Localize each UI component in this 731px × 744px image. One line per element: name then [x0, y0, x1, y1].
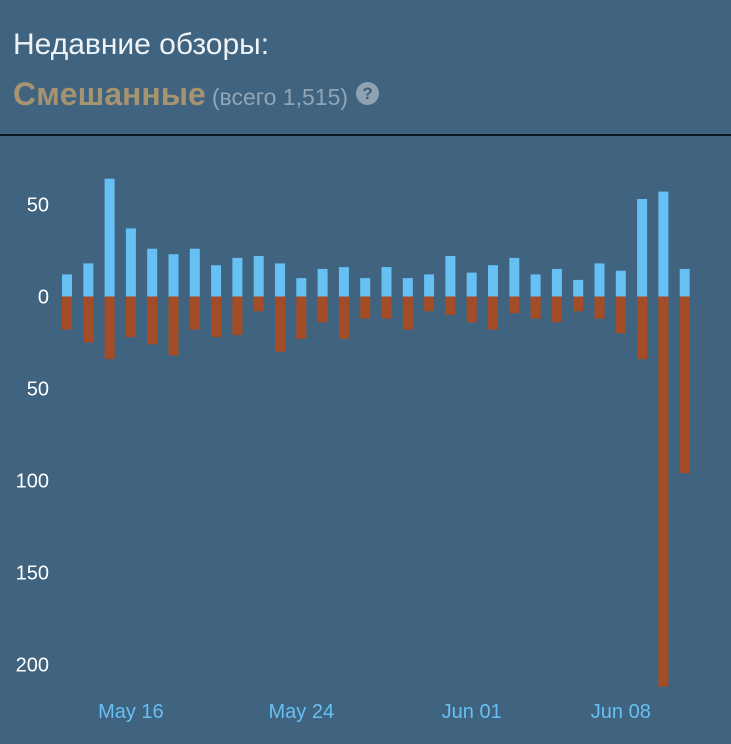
negative-review-bar[interactable] [466, 296, 477, 323]
positive-review-bar[interactable] [424, 274, 435, 297]
negative-review-bar[interactable] [338, 296, 349, 339]
negative-review-bar[interactable] [658, 296, 669, 687]
positive-review-bar[interactable] [381, 267, 392, 297]
positive-review-bar[interactable] [338, 267, 349, 297]
y-tick-label: 200 [16, 655, 49, 677]
positive-review-bar[interactable] [317, 268, 328, 297]
negative-review-bar[interactable] [147, 296, 158, 345]
x-tick-label: May 24 [269, 701, 335, 723]
positive-review-bar[interactable] [147, 248, 158, 297]
negative-review-bar[interactable] [360, 296, 371, 319]
negative-review-bar[interactable] [594, 296, 605, 319]
negative-review-bar[interactable] [275, 296, 285, 352]
positive-review-bar[interactable] [573, 279, 584, 297]
y-tick-label: 0 [38, 287, 49, 309]
review-count: (всего 1,515) [211, 84, 349, 110]
negative-review-bar[interactable] [615, 296, 626, 334]
positive-review-bar[interactable] [83, 263, 94, 297]
negative-review-bar[interactable] [509, 296, 520, 314]
negative-review-bar[interactable] [573, 296, 584, 312]
positive-review-bar[interactable] [211, 265, 222, 297]
x-tick-label: Jun 01 [442, 701, 502, 723]
x-tick-label: May 16 [98, 701, 164, 723]
positive-review-bar[interactable] [658, 191, 669, 297]
y-tick-label: 100 [16, 471, 49, 493]
negative-review-bar[interactable] [83, 296, 94, 343]
positive-review-bar[interactable] [466, 272, 477, 297]
negative-review-bar[interactable] [551, 296, 562, 323]
positive-review-bar[interactable] [360, 278, 371, 297]
question-mark-icon[interactable]: ? [356, 82, 380, 105]
negative-review-bar[interactable] [530, 296, 541, 319]
positive-review-bar[interactable] [62, 274, 72, 297]
negative-review-bar[interactable] [62, 296, 72, 330]
positive-review-bar[interactable] [615, 270, 626, 297]
negative-review-bar[interactable] [104, 296, 115, 360]
review-summary-row: Смешанные (всего 1,515)? [13, 76, 380, 113]
negative-review-bar[interactable] [253, 296, 264, 312]
negative-review-bar[interactable] [317, 296, 328, 323]
negative-review-bar[interactable] [679, 296, 690, 474]
negative-review-bar[interactable] [296, 296, 307, 339]
y-tick-label: 150 [16, 563, 49, 585]
positive-review-bar[interactable] [402, 278, 413, 297]
y-tick-label: 50 [27, 379, 49, 401]
header-divider [0, 134, 731, 136]
positive-review-bar[interactable] [232, 257, 243, 297]
positive-review-bar[interactable] [551, 268, 562, 297]
positive-review-bar[interactable] [125, 228, 136, 297]
negative-review-bar[interactable] [402, 296, 413, 330]
negative-review-bar[interactable] [488, 296, 498, 330]
negative-review-bar[interactable] [232, 296, 243, 336]
negative-review-bar[interactable] [211, 296, 222, 338]
positive-review-bar[interactable] [530, 274, 541, 297]
positive-review-bar[interactable] [679, 268, 690, 297]
positive-review-bar[interactable] [488, 265, 498, 297]
positive-review-bar[interactable] [168, 254, 179, 297]
x-tick-label: Jun 08 [591, 701, 651, 723]
positive-review-bar[interactable] [509, 257, 520, 297]
negative-review-bar[interactable] [637, 296, 648, 360]
negative-review-bar[interactable] [424, 296, 435, 312]
negative-review-bar[interactable] [125, 296, 136, 338]
negative-review-bar[interactable] [189, 296, 200, 330]
negative-review-bar[interactable] [168, 296, 179, 356]
positive-review-bar[interactable] [594, 263, 605, 297]
negative-review-bar[interactable] [381, 296, 392, 319]
positive-review-bar[interactable] [296, 278, 307, 297]
review-summary: Смешанные [13, 76, 206, 112]
positive-review-bar[interactable] [637, 199, 648, 297]
y-tick-label: 50 [27, 195, 49, 217]
positive-review-bar[interactable] [104, 178, 115, 297]
positive-review-bar[interactable] [445, 256, 456, 297]
negative-review-bar[interactable] [445, 296, 456, 315]
positive-review-bar[interactable] [253, 256, 264, 297]
reviews-header: Недавние обзоры: Смешанные (всего 1,515)? [0, 0, 731, 136]
positive-review-bar[interactable] [275, 263, 285, 297]
positive-review-bar[interactable] [189, 248, 200, 297]
reviews-title: Недавние обзоры: [13, 28, 270, 61]
